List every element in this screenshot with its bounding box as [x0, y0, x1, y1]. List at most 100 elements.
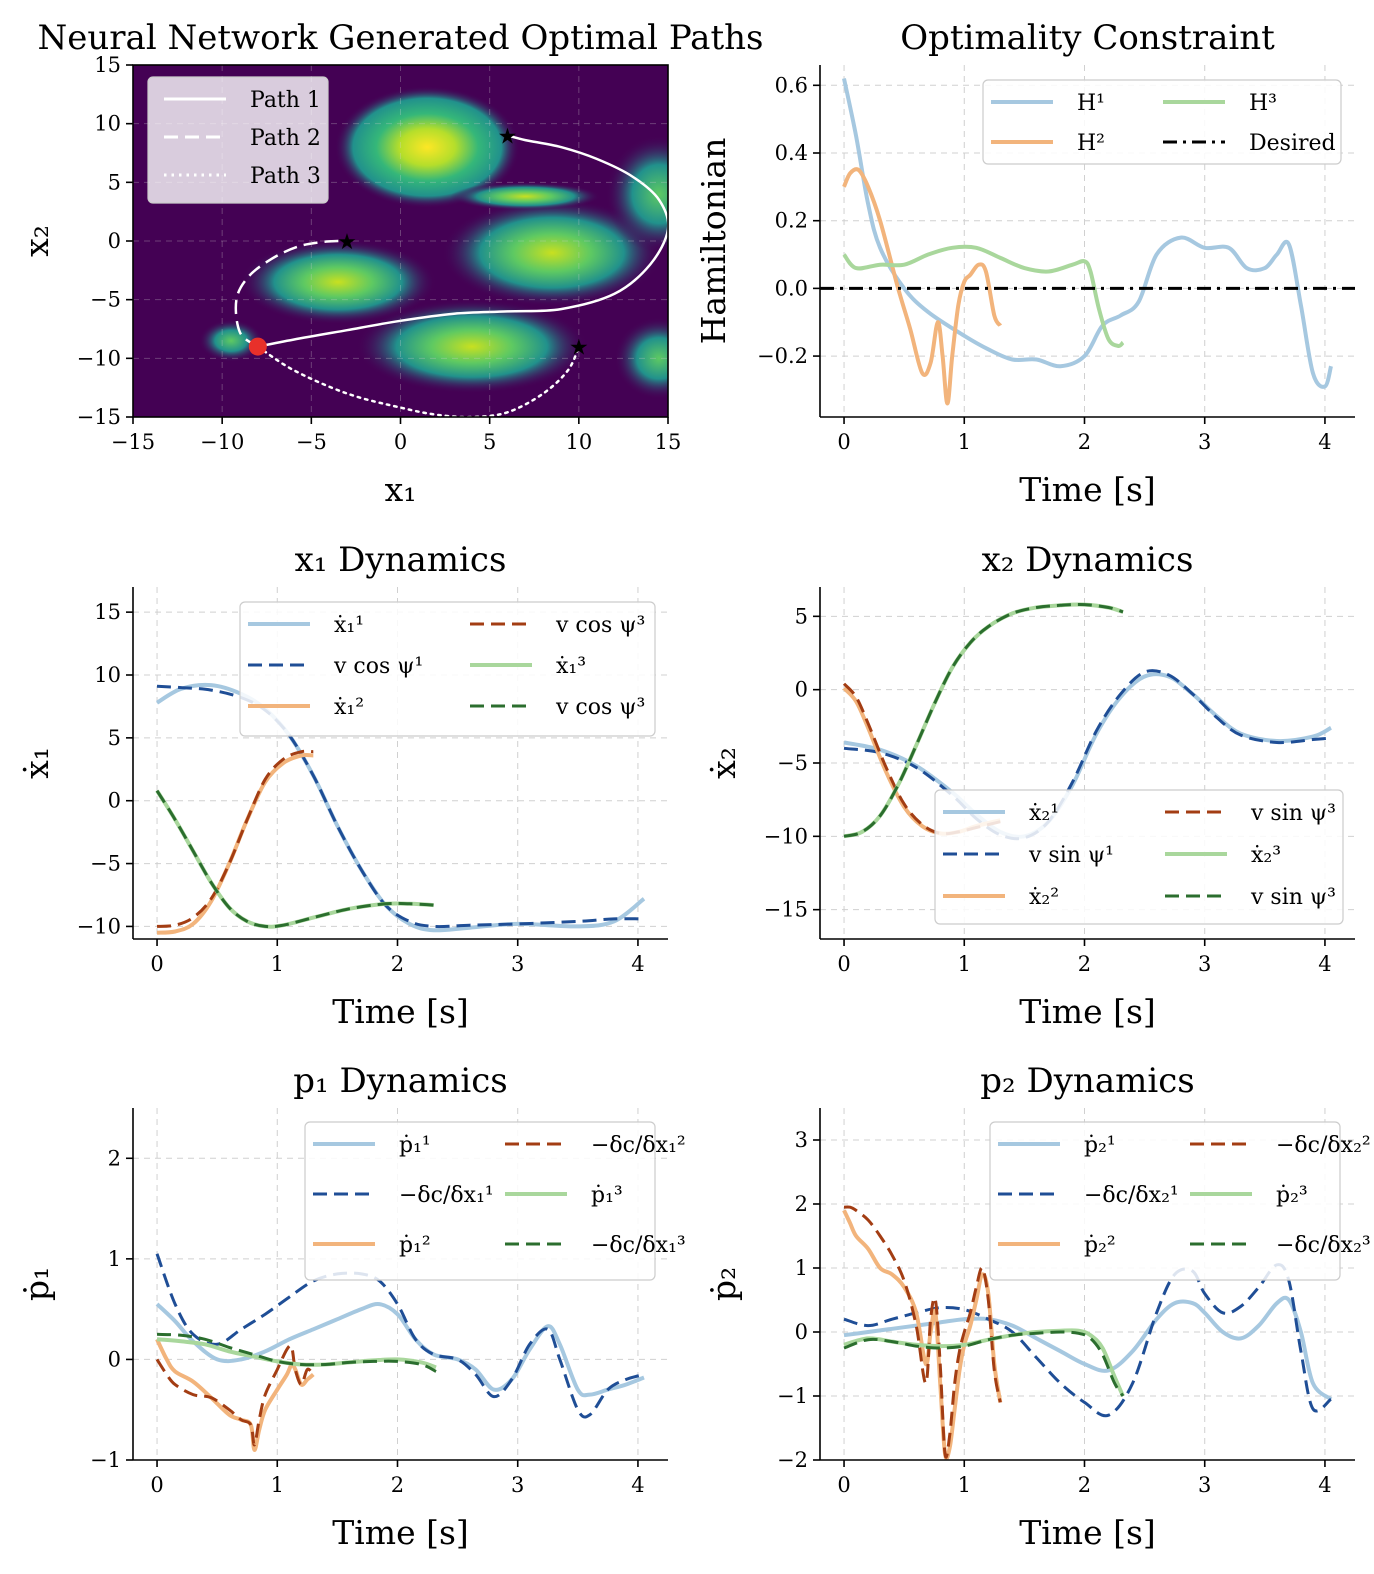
- y-tick-label: 5: [108, 726, 121, 750]
- legend-label: Path 1: [250, 88, 321, 113]
- y-tick-label: −5: [90, 288, 121, 312]
- legend: ẋ₁¹ v cos ψ¹ ẋ₁² v cos ψ³ ẋ₁³ v cos ψ³: [239, 601, 656, 737]
- series-line-4: [843, 1205, 1002, 1459]
- y-tick-label: 2: [795, 1192, 808, 1216]
- chart-ham: 0 1 2 3 4 −0.2 0.0 0.2 0.4 0.6 Optimality Constrai…: [694, 18, 1355, 509]
- y-tick-label: 0.0: [775, 276, 808, 300]
- legend: H¹ H² H³ Desired: [982, 79, 1342, 165]
- legend-box: [934, 789, 1344, 925]
- y-tick-label: 1: [795, 1256, 808, 1280]
- x-tick-label: 4: [1318, 430, 1331, 454]
- x-tick-label: 1: [958, 430, 971, 454]
- y-tick-label: −10: [77, 914, 121, 938]
- x-tick-label: 1: [271, 1473, 284, 1497]
- y-tick-label: 10: [94, 112, 121, 136]
- legend-label: ṗ₁³: [591, 1183, 623, 1208]
- legend-label: −δc/δx₁³: [591, 1233, 686, 1258]
- y-axis-label: ẋ₁: [17, 747, 56, 779]
- x-tick-label: 4: [631, 952, 644, 976]
- series-line-3: [155, 1338, 315, 1452]
- series-line-4: [155, 1344, 315, 1447]
- series-line-6: [155, 789, 434, 929]
- y-tick-label: 0: [108, 1347, 121, 1371]
- legend: Path 1 Path 2 Path 3: [147, 76, 329, 204]
- heatmap-blob: [605, 135, 668, 253]
- y-axis-label: Hamiltonian: [694, 138, 733, 345]
- series-line-2: [155, 1253, 645, 1419]
- goal-star-marker: ★: [569, 336, 589, 361]
- legend-label: −δc/δx₁¹: [399, 1183, 494, 1208]
- x-tick-label: 1: [958, 952, 971, 976]
- chart-title: Neural Network Generated Optimal Paths: [38, 18, 764, 58]
- y-tick-label: −15: [77, 405, 121, 429]
- start-marker: [248, 337, 267, 356]
- series-line-4: [156, 749, 314, 928]
- x-axis-label: Time [s]: [1019, 470, 1156, 509]
- series-line-6: [843, 1330, 1125, 1397]
- y-tick-label: −2: [777, 1448, 808, 1472]
- x-tick-label: 3: [1198, 1473, 1211, 1497]
- legend-label: ṗ₁¹: [399, 1133, 431, 1158]
- legend-label: ṗ₂³: [1276, 1183, 1308, 1208]
- legend-label: ṗ₁²: [399, 1233, 431, 1258]
- density-heatmap: [133, 65, 668, 417]
- legend-box: [147, 76, 329, 204]
- series-line-6: [843, 602, 1124, 838]
- heatmap-blob: [614, 317, 668, 400]
- x-tick-label: 3: [511, 1473, 524, 1497]
- y-tick-label: −1: [90, 1448, 121, 1472]
- x-tick-label: 3: [1198, 430, 1211, 454]
- series-line-3: [842, 244, 1125, 348]
- chart-p2dyn: 0 1 2 3 4 −2 −1 0 1 2 3 p₂ Dynamics Time [s] ṗ₂ ṗ₂¹ −δc…: [704, 1061, 1371, 1552]
- x-tick-label: 15: [655, 430, 682, 454]
- heatmap-blob: [240, 239, 437, 325]
- x-tick-label: 10: [565, 430, 592, 454]
- x-axis-label: Time [s]: [332, 1513, 469, 1552]
- legend: ṗ₂¹ −δc/δx₂¹ ṗ₂² −δc/δx₂² ṗ₂³ −δc/δx₂³: [989, 1121, 1371, 1281]
- legend-box: [304, 1121, 656, 1281]
- legend-box: [989, 1121, 1341, 1281]
- y-tick-label: −1: [777, 1384, 808, 1408]
- x-tick-label: 2: [1078, 1473, 1091, 1497]
- series-line-5: [156, 1337, 437, 1370]
- legend-label: v cos ψ¹: [333, 654, 423, 679]
- x-tick-label: 4: [1318, 952, 1331, 976]
- heatmap-blob: [334, 86, 520, 209]
- legend-label: ẋ₁²: [334, 695, 364, 720]
- y-tick-label: 0: [795, 1320, 808, 1344]
- y-tick-label: 0: [108, 229, 121, 253]
- legend-label: −δc/δx₂¹: [1084, 1183, 1179, 1208]
- legend-label: ẋ₂³: [1251, 843, 1281, 868]
- series-line-2: [843, 1263, 1332, 1418]
- x-tick-label: −5: [296, 430, 327, 454]
- y-tick-label: 0.6: [775, 73, 808, 97]
- legend-label: v sin ψ¹: [1028, 843, 1114, 868]
- x-tick-label: 4: [1318, 1473, 1331, 1497]
- legend-label: H³: [1249, 91, 1277, 116]
- series-line-5: [155, 789, 434, 929]
- x-tick-label: 0: [150, 1473, 163, 1497]
- x-tick-label: 2: [1078, 952, 1091, 976]
- x-tick-label: 1: [271, 952, 284, 976]
- x-tick-label: 0: [837, 1473, 850, 1497]
- y-tick-label: 5: [108, 170, 121, 194]
- heatmap-blob: [198, 319, 264, 362]
- y-axis-label: ṗ₂: [704, 1267, 743, 1301]
- goal-star-marker: ★: [498, 124, 518, 149]
- legend-label: ṗ₂²: [1084, 1233, 1116, 1258]
- legend-label: v cos ψ³: [555, 695, 645, 720]
- y-tick-label: −5: [90, 852, 121, 876]
- x-tick-label: 0: [150, 952, 163, 976]
- chart-title: x₂ Dynamics: [982, 540, 1194, 580]
- series-line-3: [156, 752, 314, 935]
- legend-label: ẋ₁¹: [334, 613, 364, 638]
- x-axis-label: Time [s]: [332, 992, 469, 1031]
- y-tick-label: −5: [777, 751, 808, 775]
- goal-star-marker: ★: [337, 230, 357, 255]
- chart-x1dyn: 0 1 2 3 4 −10 −5 0 5 10 15 x₁ Dynamics Time [s] ẋ₁ ẋ₁¹…: [17, 540, 668, 1031]
- y-tick-label: 1: [108, 1247, 121, 1271]
- x-tick-label: −15: [111, 430, 155, 454]
- legend-label: v cos ψ³: [555, 613, 645, 638]
